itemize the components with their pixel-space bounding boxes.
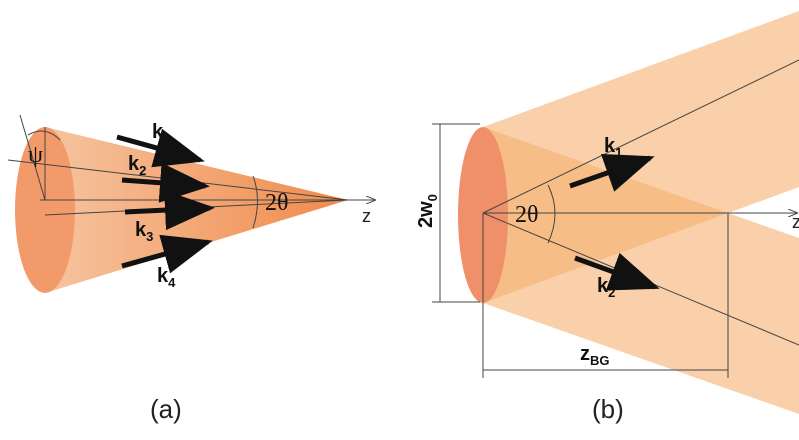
- angle-label: 2θ: [515, 202, 539, 228]
- symbol: z: [580, 343, 590, 365]
- vector-label: k1: [152, 121, 170, 146]
- vector-label: k4: [157, 265, 176, 290]
- subscript: BG: [590, 353, 610, 368]
- subscript: 1: [615, 145, 622, 160]
- azimuth-label: ψ: [28, 142, 43, 168]
- axis-label: z: [792, 212, 799, 232]
- subscript: 1: [163, 131, 170, 146]
- panel-b: k1 k2 2θ z 2w0 zBG (b): [415, 11, 799, 424]
- subscript: 3: [146, 229, 153, 244]
- diagram: k1 k2 k3 k4 ψ 2θ z (a) k1 k2 2θ z 2w0 zB…: [0, 0, 799, 440]
- subscript: 4: [168, 275, 176, 290]
- width-label: 2w0: [415, 194, 440, 228]
- symbol: 2w: [415, 201, 437, 228]
- angle-label: 2θ: [265, 190, 289, 216]
- subscript: 2: [139, 163, 146, 178]
- subscript: 2: [608, 285, 615, 300]
- subscript: 0: [425, 194, 440, 201]
- caption: (b): [592, 394, 624, 424]
- axis-label: z: [362, 206, 371, 226]
- length-label: zBG: [580, 343, 610, 368]
- panel-a: k1 k2 k3 k4 ψ 2θ z (a): [8, 115, 375, 424]
- caption: (a): [150, 394, 182, 424]
